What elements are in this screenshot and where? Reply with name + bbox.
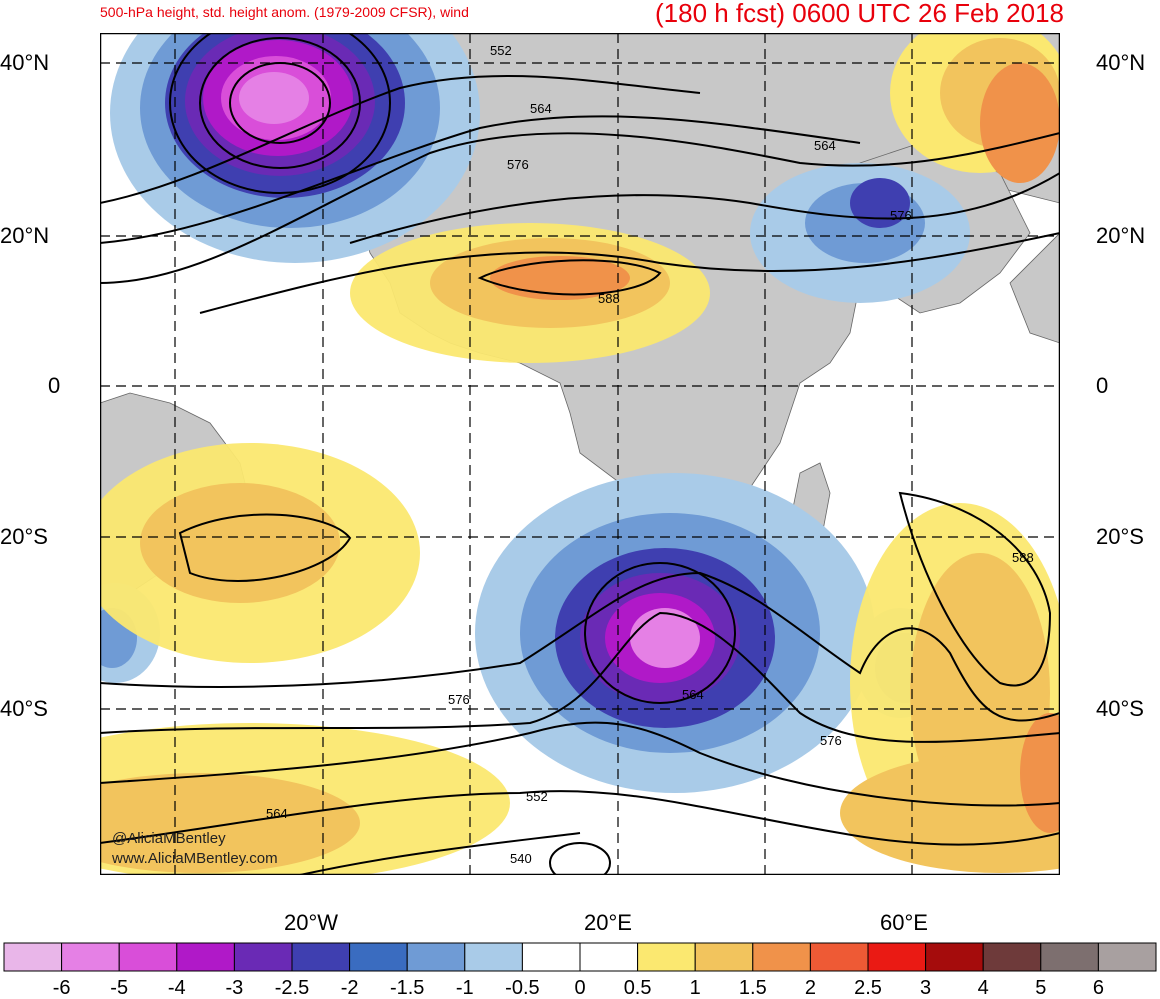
colorbar-labels: -6 -5 -4 -3 -2.5 -2 -1.5 -1 -0.5 0 0.5 1 1.5 2 2.5 3 4 5 6 [53,977,1104,999]
colorbar-box [118,942,178,972]
lat-label-40n-left: 40°N [0,50,50,75]
colorbar-tick-label: -0.5 [505,977,539,999]
lat-label-20s-right: 20°S [1096,524,1144,549]
contour-label: 588 [1012,550,1034,565]
colorbar-tick-label: -4 [168,977,186,999]
colorbar-box [925,942,984,972]
colorbar-tick-label: 2 [805,977,816,999]
colorbar-tick-label: 0 [574,977,585,999]
colorbar-tick-label: 3 [920,977,931,999]
colorbar-tick-label: -2 [341,977,359,999]
colorbar-tick-label: -1 [456,977,474,999]
colorbar-box [61,942,120,972]
colorbar-tick-label: 1.5 [739,977,767,999]
contour-label: 552 [526,789,548,804]
colorbar-box [752,942,811,972]
colorbar-tick-label: -6 [53,977,71,999]
colorbar-tick-label: 4 [978,977,989,999]
lat-label-40s-left: 40°S [0,696,48,721]
colorbar-box [694,942,754,972]
lat-label-40n-right: 40°N [1096,50,1146,75]
colorbar-box [637,942,696,972]
colorbar-tick-label: -5 [110,977,128,999]
left-title: 500-hPa height, std. height anom. (1979-… [100,4,469,20]
contour-label: 576 [890,208,912,223]
credit-twitter: @AliciaMBentley [112,830,226,847]
colorbar-tick-label: 2.5 [854,977,882,999]
colorbar-box [406,942,466,972]
lon-label-20e: 20°E [584,910,632,935]
map-panel: 552 564 576 588 564 576 588 576 564 576 … [100,33,1060,875]
contour-label: 576 [820,733,842,748]
anomaly-shading [100,33,1060,875]
colorbar: -6 -5 -4 -3 -2.5 -2 -1.5 -1 -0.5 0 0.5 1 1.5 2 2.5 3 4 5 6 [3,942,1157,999]
colorbar-box [982,942,1042,972]
colorbar-box [3,942,63,972]
colorbar-tick-label: 5 [1035,977,1046,999]
contour-label: 552 [490,43,512,58]
contour-label: 564 [266,806,288,821]
land-india [1009,232,1060,344]
colorbar-boxes [3,942,1157,972]
contour-label: 540 [510,851,532,866]
contour-label: 564 [814,138,836,153]
map-frame [100,33,1060,875]
contour-label: 576 [507,157,529,172]
contour-label: 588 [598,291,620,306]
colorbar-box [176,942,235,972]
contour-label: 576 [448,692,470,707]
lat-label-20n-left: 20°N [0,223,50,248]
lon-label-60e: 60°E [880,910,928,935]
colorbar-box [349,942,408,972]
lat-label-20s-left: 20°S [0,524,48,549]
contour-label-group: 552 564 576 588 564 576 588 576 564 576 … [266,43,1034,866]
lat-label-40s-right: 40°S [1096,696,1144,721]
contour-label: 564 [530,101,552,116]
colorbar-tick-label: 0.5 [624,977,652,999]
colorbar-tick-label: -2.5 [275,977,309,999]
colorbar-box [867,942,927,972]
colorbar-box [579,942,639,972]
lat-label-20n-right: 20°N [1096,223,1146,248]
colorbar-box [521,942,581,972]
colorbar-box [464,942,523,972]
colorbar-tick-label: 6 [1093,977,1104,999]
colorbar-box [233,942,293,972]
colorbar-box [291,942,351,972]
lat-label-eq-left: 0 [48,373,61,398]
lon-label-20w: 20°W [284,910,339,935]
height-contours [100,33,1060,875]
lat-label-eq-right: 0 [1096,373,1109,398]
colorbar-box [1097,942,1157,972]
colorbar-tick-label: -3 [226,977,244,999]
credit-website: www.AliciaMBentley.com [112,850,278,867]
colorbar-tick-label: -1.5 [390,977,424,999]
colorbar-box [809,942,869,972]
graticule [100,33,1060,875]
colorbar-box [1040,942,1099,972]
forecast-time-title: (180 h fcst) 0600 UTC 26 Feb 2018 [654,0,1064,28]
colorbar-tick-label: 1 [690,977,701,999]
contour-label: 564 [682,687,704,702]
